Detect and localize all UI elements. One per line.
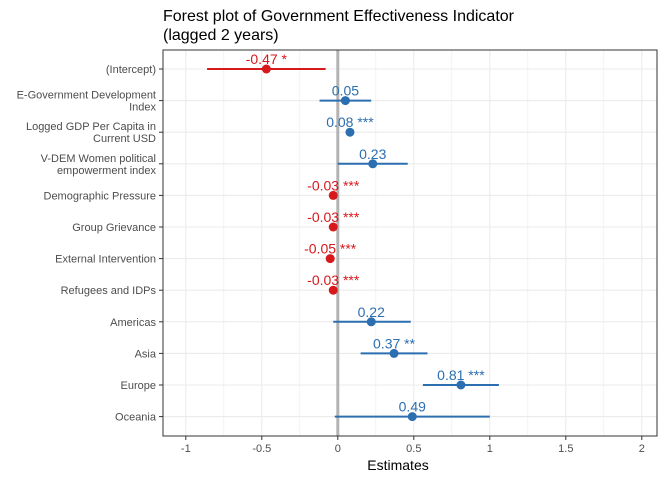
panel-background bbox=[163, 50, 657, 436]
x-tick-label: -0.5 bbox=[252, 443, 271, 455]
x-axis-label: Estimates bbox=[367, 457, 428, 473]
estimate-label: -0.05 *** bbox=[304, 241, 357, 257]
estimate-point bbox=[345, 127, 355, 137]
estimate-label: -0.03 *** bbox=[307, 177, 360, 193]
panel-border bbox=[162, 49, 658, 437]
chart-title-line-1: Forest plot of Government Effectiveness … bbox=[163, 8, 515, 25]
estimate-label: 0.37 ** bbox=[373, 335, 416, 351]
y-tick-label: Demographic Pressure bbox=[44, 190, 157, 202]
chart-title-line-2: (lagged 2 years) bbox=[163, 27, 279, 44]
y-tick-label: Refugees and IDPs bbox=[61, 285, 157, 297]
estimate-point bbox=[325, 254, 335, 264]
x-tick-label: 1.5 bbox=[558, 443, 573, 455]
estimate-label: 0.22 bbox=[358, 304, 385, 320]
y-tick-label: Index bbox=[129, 102, 156, 114]
estimate-point bbox=[328, 190, 338, 200]
x-tick-label: 2 bbox=[639, 443, 645, 455]
estimate-point bbox=[340, 96, 350, 106]
y-tick-label: External Intervention bbox=[55, 254, 156, 266]
y-tick-label: Logged GDP Per Capita in bbox=[26, 121, 156, 133]
y-tick-label: Europe bbox=[121, 380, 156, 392]
estimate-label: 0.81 *** bbox=[437, 367, 485, 383]
y-tick-label: Oceania bbox=[115, 412, 157, 424]
y-tick-label: Asia bbox=[135, 348, 157, 360]
y-tick-label: empowerment index bbox=[57, 165, 157, 177]
y-tick-label: E-Government Development bbox=[17, 90, 156, 102]
y-tick-label: (Intercept) bbox=[106, 64, 156, 76]
estimate-point bbox=[261, 64, 271, 74]
estimate-point bbox=[328, 285, 338, 295]
estimate-point bbox=[328, 222, 338, 232]
estimate-label: -0.03 *** bbox=[307, 272, 360, 288]
estimate-label: 0.23 bbox=[359, 146, 386, 162]
y-tick-label: Group Grievance bbox=[72, 222, 156, 234]
estimate-label: -0.47 * bbox=[246, 51, 288, 67]
estimate-point bbox=[389, 348, 399, 358]
x-tick-label: 0.5 bbox=[406, 443, 421, 455]
y-tick-label: Current USD bbox=[93, 133, 156, 145]
estimate-point bbox=[366, 317, 376, 327]
x-tick-label: 0 bbox=[335, 443, 341, 455]
plot-panel: -0.47 * (Intercept) 0.05 E-Government Devel… bbox=[17, 49, 658, 455]
y-tick-label: V-DEM Women political bbox=[41, 153, 156, 165]
estimate-point bbox=[368, 159, 378, 169]
estimate-label: -0.03 *** bbox=[307, 209, 360, 225]
x-tick-label: -1 bbox=[181, 443, 191, 455]
estimate-label: 0.49 bbox=[399, 399, 426, 415]
estimate-point bbox=[407, 412, 417, 422]
estimate-label: 0.08 *** bbox=[326, 114, 374, 130]
estimate-label: 0.05 bbox=[332, 83, 359, 99]
estimate-point bbox=[456, 380, 466, 390]
y-tick-label: Americas bbox=[110, 317, 156, 329]
x-tick-label: 1 bbox=[487, 443, 493, 455]
